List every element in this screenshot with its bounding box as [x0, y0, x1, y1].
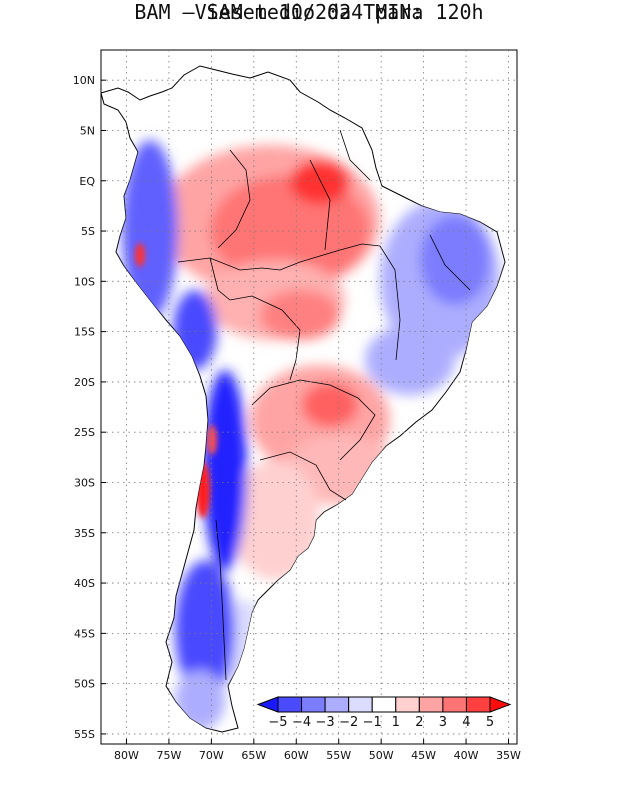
lon-tick-label: 80W	[114, 749, 139, 762]
colorbar: −5 −4 −3 −2 −1 1 2 3 4 5	[256, 696, 512, 730]
colorbar-swatch	[395, 696, 420, 713]
lat-tick-label: 15S	[74, 326, 95, 339]
colorbar-label: 3	[439, 715, 447, 730]
lon-tick-label: 50W	[369, 749, 394, 762]
map-gridlines	[101, 50, 517, 744]
lat-tick-label: 40S	[74, 577, 95, 590]
lon-tick-label: 65W	[241, 749, 266, 762]
bias-field	[122, 140, 500, 730]
colorbar-label: −2	[339, 715, 358, 730]
lat-tick-label: 45S	[74, 627, 95, 640]
map-title-line2: BAM – SAMet 10/2024 para 120h	[134, 0, 484, 24]
colorbar-label: 4	[462, 715, 470, 730]
colorbar-swatch	[301, 696, 326, 713]
lat-tick-label: 5S	[81, 225, 95, 238]
colorbar-swatch	[277, 696, 303, 713]
lon-tick-label: 45W	[411, 749, 436, 762]
colorbar-label: −5	[268, 715, 287, 730]
colorbar-label: 5	[486, 715, 494, 730]
lat-tick-label: 25S	[74, 426, 95, 439]
lat-tick-label: 5N	[80, 124, 95, 137]
latitude-axis: 10N 5N EQ 5S 10S 15S 20S 25S 30S 35S 40S 45S 50S 55S	[73, 74, 106, 741]
longitude-axis: 80W 75W 70W 65W 60W 55W 50W 45W 40W 35W	[114, 739, 521, 762]
lon-tick-label: 70W	[199, 749, 224, 762]
colorbar-label: −4	[292, 715, 311, 730]
colorbar-swatch	[418, 696, 444, 713]
lat-tick-label: 55S	[74, 728, 95, 741]
colorbar-swatch	[442, 696, 467, 713]
colorbar-swatch	[465, 696, 491, 713]
lon-tick-label: 75W	[156, 749, 181, 762]
colorbar-swatch	[371, 696, 397, 713]
lat-tick-label: 10S	[74, 275, 95, 288]
lon-tick-label: 35W	[496, 749, 521, 762]
colorbar-swatch	[324, 696, 350, 713]
lat-tick-label: 30S	[74, 476, 95, 489]
lon-tick-label: 60W	[284, 749, 309, 762]
lat-tick-label: 10N	[73, 74, 95, 87]
map-title-line1: Vies medio da TMIN:	[194, 0, 424, 24]
lat-tick-label: 20S	[74, 376, 95, 389]
colorbar-label: 2	[415, 715, 423, 730]
lat-tick-label: 35S	[74, 527, 95, 540]
colorbar-arrow-high	[489, 696, 512, 713]
lon-tick-label: 55W	[326, 749, 351, 762]
lat-tick-label: 50S	[74, 678, 95, 691]
lat-tick-label: EQ	[79, 175, 95, 188]
colorbar-label: −1	[363, 715, 382, 730]
country-borders	[177, 129, 471, 681]
lon-tick-label: 40W	[454, 749, 479, 762]
colorbar-label: −3	[316, 715, 335, 730]
colorbar-label: 1	[392, 715, 400, 730]
colorbar-swatch	[348, 696, 373, 713]
